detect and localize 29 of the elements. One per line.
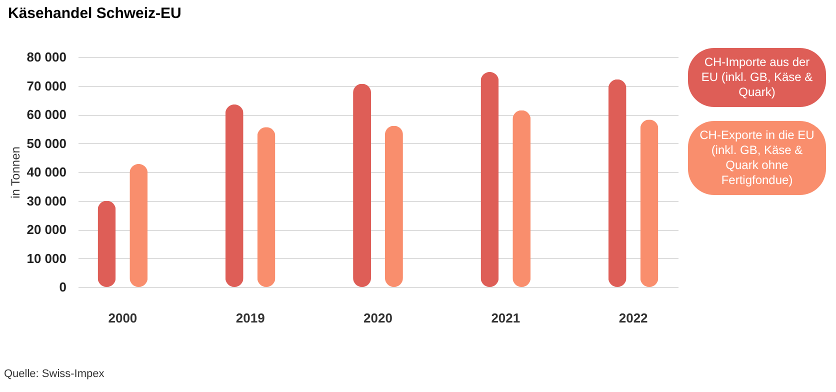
y-tick-label: 70 000 bbox=[26, 78, 66, 94]
x-tick-label: 2019 bbox=[236, 310, 265, 326]
y-tick-label: 50 000 bbox=[26, 136, 66, 151]
y-tick-label: 40 000 bbox=[26, 164, 66, 180]
x-tick-label: 2021 bbox=[491, 310, 520, 326]
y-tick-label: 30 000 bbox=[26, 193, 66, 208]
y-tick-label: 80 000 bbox=[26, 50, 66, 64]
bar bbox=[640, 120, 658, 287]
text: CH-Exporte in die EU (inkl. GB, Käse & Quark ohne Fertigfondue) bbox=[688, 121, 826, 195]
x-tick-label: 2020 bbox=[364, 310, 392, 326]
x-tick-label: 2000 bbox=[108, 310, 138, 326]
x-tick-label: 2022 bbox=[618, 310, 648, 326]
y-tick-label: 0 bbox=[59, 280, 66, 294]
y-tick-label: 20 000 bbox=[26, 222, 66, 237]
y-tick-label: 60 000 bbox=[26, 107, 66, 122]
bar bbox=[480, 72, 499, 287]
bar bbox=[512, 110, 531, 287]
chart-title: Käsehandel Schweiz-EU bbox=[8, 5, 182, 22]
text: CH-Importe aus der EU (inkl. GB, Käse & Quark) bbox=[688, 48, 826, 107]
y-tick-label: 10 000 bbox=[26, 250, 66, 266]
bar bbox=[257, 127, 276, 287]
source-note: Quelle: Swiss-Impex bbox=[4, 368, 104, 380]
bar bbox=[225, 104, 244, 287]
bar bbox=[353, 84, 372, 287]
bar bbox=[608, 79, 626, 287]
bar bbox=[384, 126, 403, 287]
bar bbox=[130, 164, 148, 287]
y-axis-title: in Tonnen bbox=[8, 146, 23, 198]
bar bbox=[98, 200, 116, 287]
